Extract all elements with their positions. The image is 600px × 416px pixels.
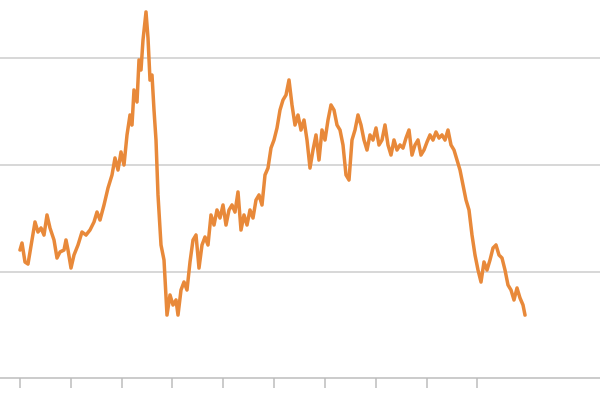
data-line bbox=[18, 10, 527, 317]
